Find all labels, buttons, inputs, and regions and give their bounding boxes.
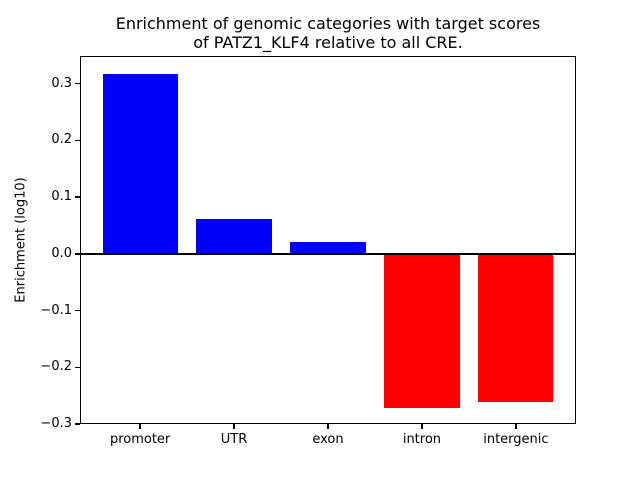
bar-promoter — [102, 74, 178, 254]
y-tick-mark — [75, 139, 80, 142]
y-tick-mark — [75, 309, 80, 312]
zero-line — [80, 252, 576, 255]
y-tick-label-−0.2: −0.2 — [40, 359, 72, 375]
y-tick-label-0.3: 0.3 — [51, 75, 72, 91]
y-tick-mark — [75, 196, 80, 198]
chart-title: Enrichment of genomic categories with ta… — [115, 14, 541, 52]
bar-intron — [384, 253, 460, 408]
x-tick-mark — [327, 424, 329, 429]
y-tick-label-−0.3: −0.3 — [40, 416, 72, 431]
y-tick-label-0.1: 0.1 — [51, 189, 72, 205]
x-tick-label-intron: intron — [402, 432, 442, 447]
x-tick-label-exon: exon — [312, 432, 344, 447]
y-tick-mark — [75, 253, 80, 255]
x-tick-mark — [515, 424, 517, 429]
y-tick-mark — [75, 366, 80, 368]
x-tick-mark — [233, 424, 235, 429]
y-tick-label-−0.1: −0.1 — [40, 302, 72, 318]
x-tick-label-UTR: UTR — [220, 432, 248, 447]
y-tick-label-0.0: 0.0 — [51, 245, 72, 261]
y-tick-label-0.2: 0.2 — [51, 132, 72, 148]
x-tick-mark — [139, 424, 141, 429]
y-tick-mark — [75, 423, 80, 425]
x-tick-label-intergenic: intergenic — [483, 432, 549, 447]
y-tick-mark — [75, 83, 80, 85]
bar-UTR — [196, 219, 272, 254]
x-tick-label-promoter: promoter — [109, 432, 171, 447]
bar-exon — [290, 241, 366, 254]
x-tick-mark — [421, 424, 423, 429]
bar-intergenic — [478, 253, 554, 402]
